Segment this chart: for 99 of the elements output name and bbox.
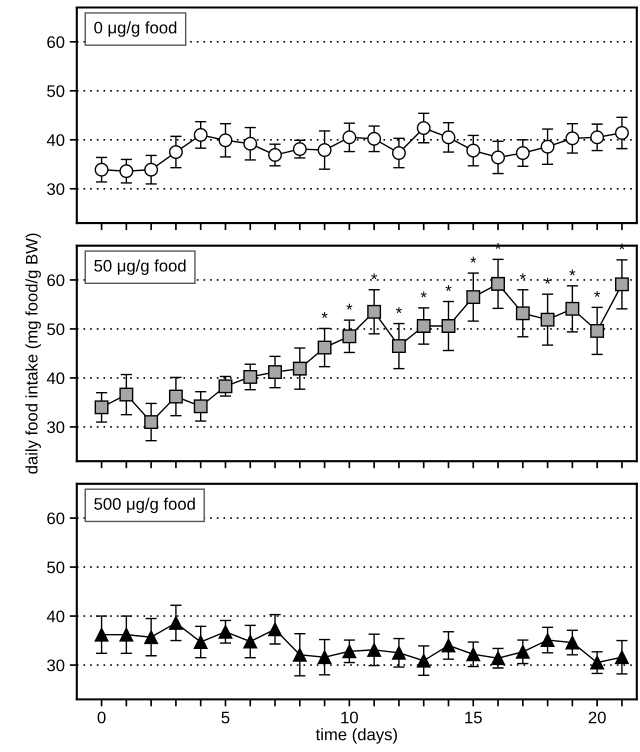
point xyxy=(119,628,134,642)
point xyxy=(268,365,282,380)
point xyxy=(367,304,382,319)
point xyxy=(292,648,307,662)
point xyxy=(218,379,232,394)
annotation: * xyxy=(594,291,600,297)
y-tick-label: 50 xyxy=(47,323,64,336)
point xyxy=(367,642,382,657)
point xyxy=(342,644,356,658)
point xyxy=(614,650,629,664)
point xyxy=(565,131,580,146)
point xyxy=(392,146,406,160)
text: 0 μg/g food xyxy=(94,21,176,37)
point xyxy=(416,121,431,135)
point xyxy=(442,319,456,333)
point xyxy=(342,329,356,344)
annotation: * xyxy=(569,270,576,276)
y-tick-label: 50 xyxy=(47,561,64,574)
x-tick-label: 15 xyxy=(465,712,482,724)
x-tick-label: 0 xyxy=(98,712,106,724)
text: 500 μg/g food xyxy=(94,498,195,514)
point xyxy=(540,140,555,154)
text: 50 μg/g food xyxy=(94,259,186,275)
point xyxy=(416,654,431,668)
point xyxy=(540,633,555,648)
point xyxy=(268,148,282,162)
y-tick-label: 40 xyxy=(46,610,64,622)
point xyxy=(466,144,480,158)
point xyxy=(144,415,158,429)
point xyxy=(491,150,505,164)
point xyxy=(318,340,332,355)
y-axis-title: daily food intake (mg food/g BW) xyxy=(25,234,41,474)
point xyxy=(243,634,258,648)
point xyxy=(144,630,158,644)
point xyxy=(194,635,208,649)
point xyxy=(94,162,109,177)
point xyxy=(119,388,134,402)
y-tick-label: 60 xyxy=(47,36,64,48)
point xyxy=(218,624,232,639)
point xyxy=(392,339,406,354)
point xyxy=(318,650,332,664)
annotation: * xyxy=(470,256,476,263)
point xyxy=(218,133,232,148)
x-tick-label: 20 xyxy=(588,712,606,724)
point xyxy=(516,644,530,659)
point xyxy=(268,622,282,636)
point xyxy=(194,128,208,142)
point xyxy=(194,399,208,414)
point xyxy=(516,146,530,160)
point xyxy=(168,145,183,159)
point xyxy=(168,390,183,404)
point xyxy=(342,130,356,144)
annotation: * xyxy=(346,304,352,310)
point xyxy=(168,616,183,630)
point xyxy=(119,164,134,178)
y-tick-label: 40 xyxy=(46,134,64,146)
point xyxy=(442,638,456,652)
point xyxy=(590,130,604,144)
point xyxy=(491,276,505,291)
annotation: * xyxy=(446,285,452,292)
point xyxy=(590,324,604,338)
annotation: * xyxy=(420,292,427,298)
x-tick-label: 5 xyxy=(222,712,230,724)
annotation: * xyxy=(396,307,402,314)
point xyxy=(491,651,505,666)
point xyxy=(292,142,307,156)
point xyxy=(144,162,158,177)
annotation: * xyxy=(520,273,526,280)
annotation: * xyxy=(322,312,328,318)
point xyxy=(614,277,629,292)
point xyxy=(94,628,109,642)
point xyxy=(416,319,431,333)
point xyxy=(243,136,258,151)
point xyxy=(466,290,480,304)
annotation: * xyxy=(371,273,378,280)
y-tick-label: 60 xyxy=(47,512,64,524)
point xyxy=(590,656,604,670)
x-tick-label: 10 xyxy=(341,712,358,724)
point xyxy=(540,312,555,327)
y-tick-label: 30 xyxy=(47,421,64,434)
y-tick-label: 40 xyxy=(46,372,64,384)
y-tick-label: 50 xyxy=(47,85,64,98)
point xyxy=(367,132,382,146)
point xyxy=(442,130,456,144)
point xyxy=(243,370,258,384)
point xyxy=(565,636,580,650)
y-tick-label: 30 xyxy=(47,183,64,195)
y-tick-label: 60 xyxy=(47,274,64,286)
point xyxy=(614,126,629,140)
point xyxy=(392,646,406,660)
point xyxy=(292,362,307,376)
point xyxy=(318,143,332,158)
y-tick-label: 30 xyxy=(47,659,64,672)
point xyxy=(466,647,480,662)
point xyxy=(565,302,580,316)
point xyxy=(516,306,530,320)
x-axis-title: time (days) xyxy=(316,728,397,744)
point xyxy=(94,400,109,414)
annotation: * xyxy=(544,278,551,284)
